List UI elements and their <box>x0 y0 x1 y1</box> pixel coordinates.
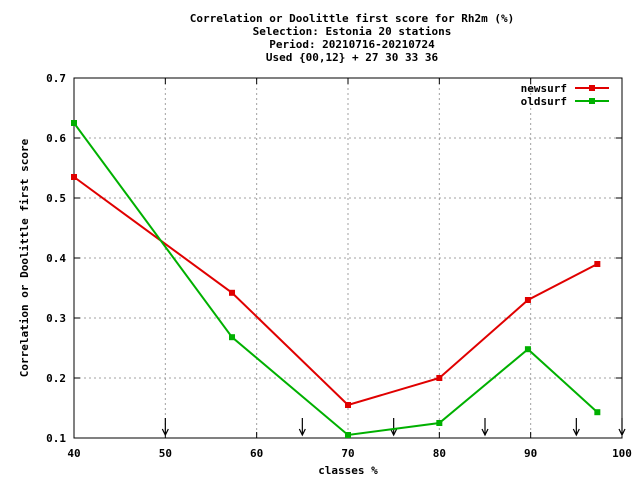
x-tick-label: 80 <box>433 447 446 460</box>
data-point-newsurf <box>345 402 351 408</box>
x-tick-label: 40 <box>67 447 80 460</box>
class-arrow <box>618 418 626 437</box>
y-tick-label: 0.4 <box>46 252 66 265</box>
title-line-1: Correlation or Doolittle first score for… <box>190 12 515 25</box>
series-line-newsurf <box>73 176 598 407</box>
y-tick-label: 0.3 <box>46 312 66 325</box>
data-point-oldsurf <box>229 334 236 341</box>
data-point-newsurf <box>436 375 443 381</box>
data-point-newsurf <box>229 289 236 296</box>
x-axis-label: classes % <box>318 464 378 477</box>
data-point-newsurf <box>524 297 531 303</box>
axis-ticks: 40 50 60 70 80 90 100 0.1 0.2 0.3 0.4 0.5 0.6 0.7 <box>46 72 632 460</box>
x-tick-label: 90 <box>524 447 537 460</box>
series <box>71 120 601 438</box>
data-point-oldsurf <box>71 120 77 126</box>
data-point-oldsurf <box>524 346 531 353</box>
y-axis-label: Correlation or Doolittle first score <box>18 138 31 377</box>
grid <box>74 78 622 438</box>
class-arrow-head <box>618 428 626 437</box>
legend-label-oldsurf: oldsurf <box>521 95 567 108</box>
class-arrow-head <box>481 428 489 437</box>
title-line-2: Selection: Estonia 20 stations <box>253 25 452 38</box>
data-point-oldsurf <box>345 432 351 438</box>
class-arrow <box>572 418 580 437</box>
class-arrow <box>390 418 398 437</box>
y-tick-label: 0.2 <box>46 372 66 385</box>
series-line-oldsurf <box>73 122 599 437</box>
data-point-oldsurf <box>436 420 443 426</box>
x-tick-label: 70 <box>341 447 354 460</box>
chart-title: Correlation or Doolittle first score for… <box>190 12 515 64</box>
series-newsurf <box>71 174 601 408</box>
class-arrow-head <box>161 428 169 437</box>
class-arrow <box>161 418 169 437</box>
legend-marker-oldsurf <box>589 98 595 104</box>
series-oldsurf <box>71 120 601 438</box>
data-point-newsurf <box>594 261 601 267</box>
legend-label-newsurf: newsurf <box>521 82 567 95</box>
title-line-3: Period: 20210716-20210724 <box>269 38 435 51</box>
class-arrow-head <box>390 428 398 437</box>
y-tick-label: 0.7 <box>46 72 66 85</box>
class-arrow-head <box>572 428 580 437</box>
legend-marker-newsurf <box>589 85 595 91</box>
class-arrows <box>161 418 626 437</box>
title-line-4: Used {00,12} + 27 30 33 36 <box>266 51 439 64</box>
class-arrow <box>481 418 489 437</box>
x-tick-label: 60 <box>250 447 263 460</box>
x-tick-label: 50 <box>159 447 172 460</box>
data-point-oldsurf <box>594 409 601 416</box>
y-tick-label: 0.5 <box>46 192 66 205</box>
y-tick-label: 0.1 <box>46 432 66 445</box>
data-point-newsurf <box>71 174 77 180</box>
y-tick-label: 0.6 <box>46 132 66 145</box>
class-arrow-head <box>298 428 306 437</box>
x-tick-label: 100 <box>612 447 632 460</box>
class-arrow <box>298 418 306 437</box>
